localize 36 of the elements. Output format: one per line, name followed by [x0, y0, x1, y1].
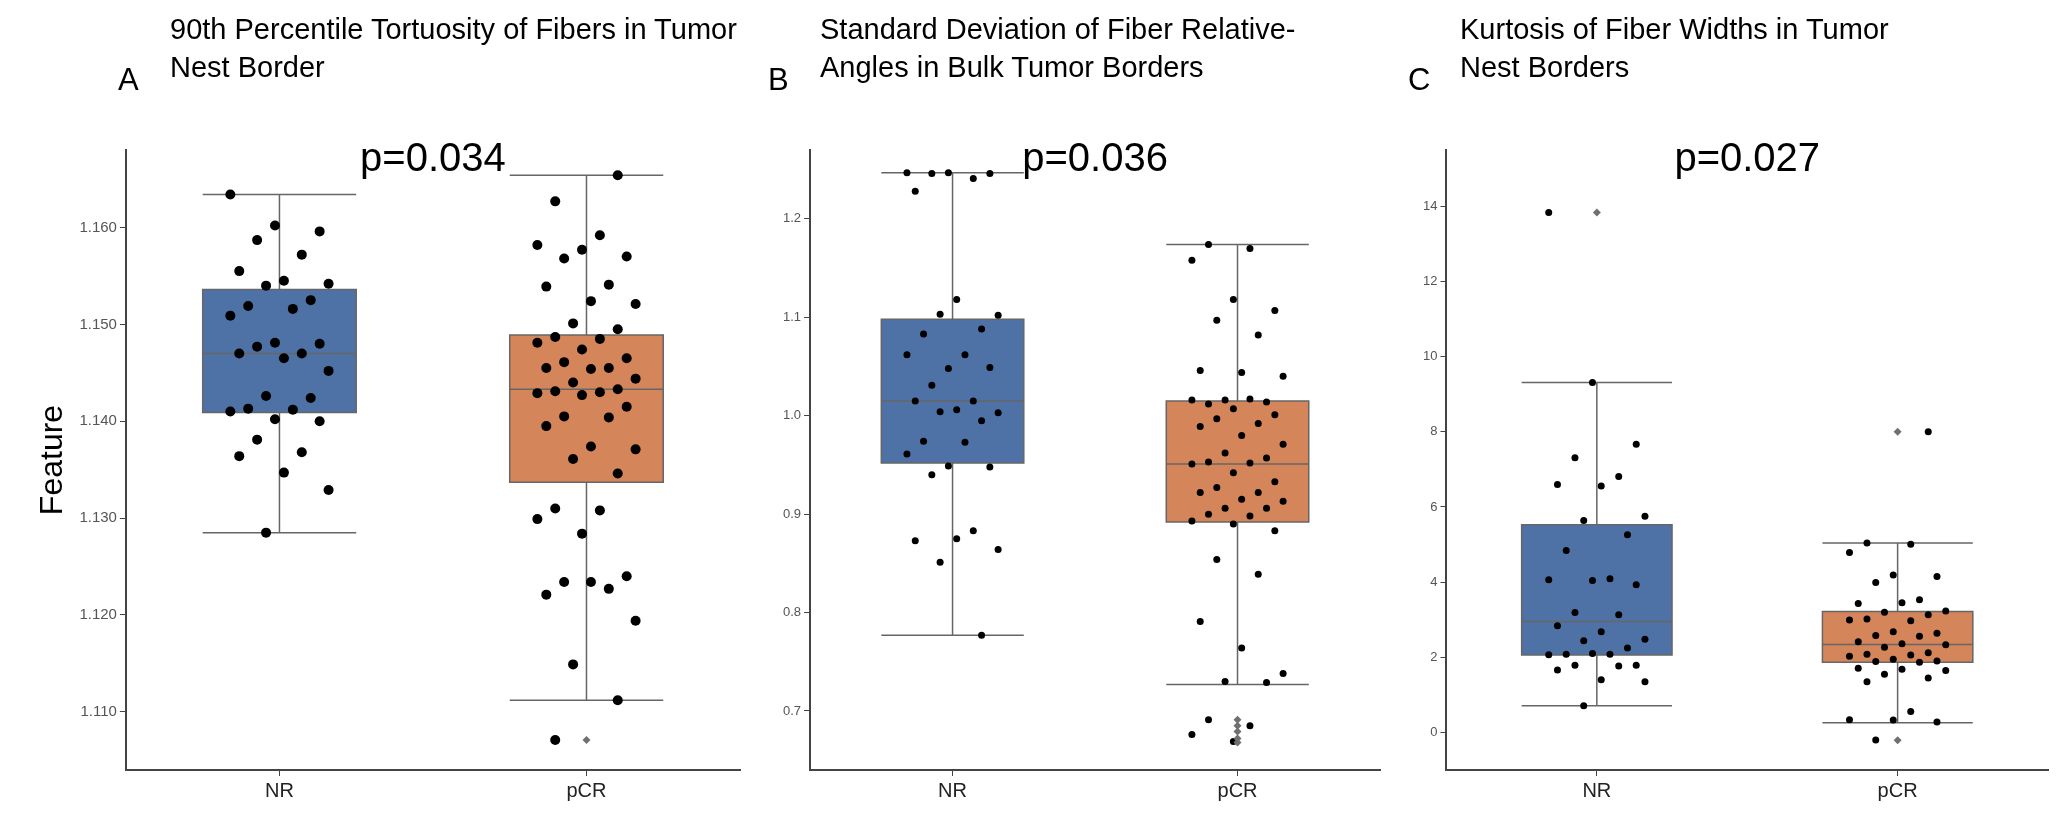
y-tick-label: 1.130 [79, 508, 117, 526]
x-tick-label: pCR [566, 778, 607, 801]
y-tick-label: 12 [1422, 273, 1438, 289]
text: A [118, 62, 139, 98]
chart-title: 90th Percentile Tortuosity of Fibers in Tumor Nest Border [170, 12, 738, 85]
y-tick-label: 1.1 [782, 308, 802, 324]
x-tick-label: pCR [1217, 778, 1258, 801]
chart-title: Standard Deviation of Fiber Relative-Angles in Bulk Tumor Borders [820, 12, 1297, 85]
y-tick-label: 1.2 [782, 210, 802, 226]
text: C [1408, 62, 1431, 98]
x-tick-label: pCR [1877, 778, 1918, 801]
text: B [768, 62, 789, 98]
y-tick-label: 1.120 [79, 605, 117, 623]
y-tick-label: 8 [1430, 423, 1438, 439]
y-tick-label: 0.8 [782, 604, 802, 620]
y-tick-label: 6 [1430, 498, 1438, 514]
y-tick-label: 1.140 [79, 411, 117, 429]
annotation: p=0.034 [360, 135, 506, 180]
y-tick-label: 1.0 [782, 407, 802, 423]
y-tick-label: 1.160 [79, 217, 117, 235]
y-tick-label: 4 [1430, 573, 1438, 589]
y-tick-label: 0.7 [782, 702, 802, 718]
y-tick-label: 0 [1430, 724, 1438, 739]
annotation: p=0.027 [1674, 135, 1821, 180]
x-tick-label: NR [265, 778, 294, 801]
y-tick-label: 2 [1430, 648, 1438, 664]
chart-title: Kurtosis of Fiber Widths in Tumor Nest Borders [1460, 12, 1890, 85]
y-tick-label: 10 [1422, 348, 1438, 364]
y-tick-label: 1.150 [79, 314, 117, 332]
annotation: p=0.036 [1022, 135, 1168, 180]
y-tick-label: 14 [1422, 197, 1438, 213]
y-tick-label: 1.110 [80, 702, 117, 720]
x-tick-label: NR [938, 778, 967, 801]
y-axis-title: Feature [33, 404, 70, 516]
y-tick-label: 0.9 [782, 505, 802, 521]
x-tick-label: NR [1582, 778, 1612, 801]
